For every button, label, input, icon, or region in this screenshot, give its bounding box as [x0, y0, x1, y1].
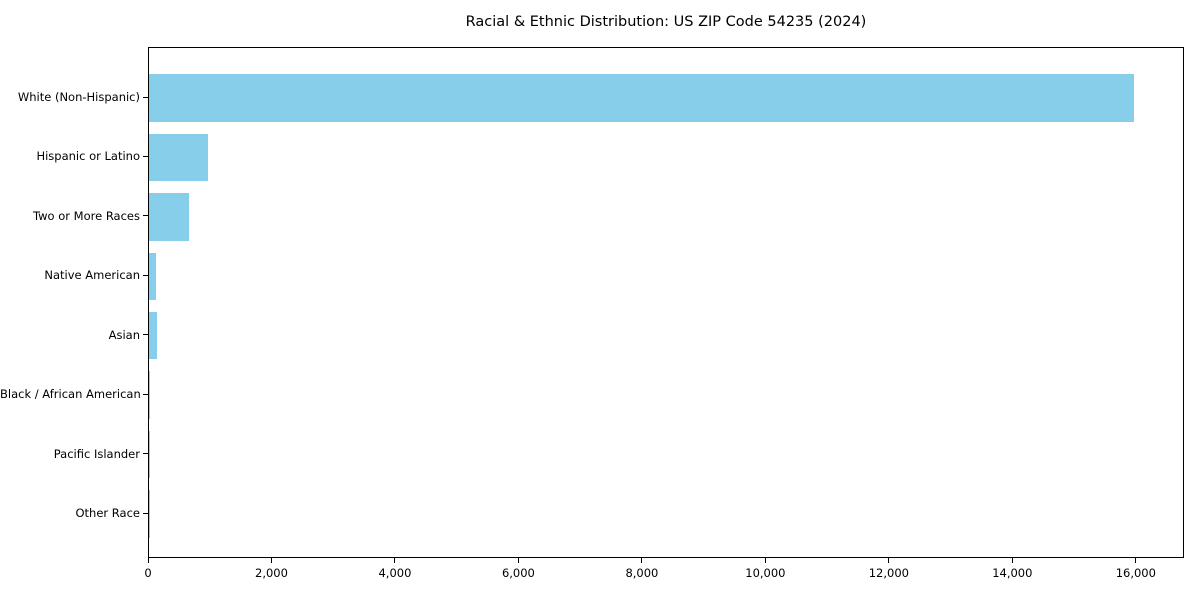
x-axis-label-2000: 2,000 — [255, 566, 288, 580]
chart-title: Racial & Ethnic Distribution: US ZIP Cod… — [465, 14, 867, 30]
x-axis-label-14000: 14,000 — [992, 566, 1033, 580]
y-tick-pacific-islander — [143, 453, 148, 455]
bar-two-or-more-races — [149, 193, 190, 241]
y-axis-label-black-african-american: Black / African American — [0, 387, 141, 402]
y-axis-label-pacific-islander: Pacific Islander — [53, 446, 140, 461]
x-axis-label-16000: 16,000 — [1115, 566, 1156, 580]
y-axis-label-two-or-more-races: Two or More Races — [33, 208, 140, 223]
x-tick-6000 — [517, 558, 519, 563]
x-tick-12000 — [888, 558, 890, 563]
x-tick-8000 — [641, 558, 643, 563]
bar-asian — [149, 311, 158, 360]
x-tick-14000 — [1011, 558, 1013, 563]
x-axis-label-10000: 10,000 — [745, 566, 786, 580]
x-axis-label-8000: 8,000 — [625, 566, 659, 580]
y-tick-other-race — [143, 512, 148, 514]
x-tick-2000 — [270, 558, 272, 563]
bar-native-american — [149, 252, 157, 301]
plot-area — [148, 47, 1184, 558]
x-axis-label-4000: 4,000 — [378, 566, 412, 580]
x-tick-16000 — [1135, 558, 1137, 563]
y-tick-black-african-american — [143, 393, 148, 395]
x-axis-label-12000: 12,000 — [868, 566, 909, 580]
y-axis-label-white-non-hispanic: White (Non-Hispanic) — [17, 90, 140, 104]
y-tick-asian — [143, 334, 148, 336]
bar-hispanic-or-latino — [149, 133, 208, 182]
x-tick-0 — [147, 558, 149, 563]
x-tick-4000 — [394, 558, 396, 563]
y-tick-two-or-more-races — [143, 215, 148, 217]
y-tick-hispanic-or-latino — [143, 155, 148, 157]
y-axis-label-native-american: Native American — [44, 268, 140, 283]
y-axis-label-asian: Asian — [108, 327, 140, 342]
y-tick-native-american — [143, 274, 148, 276]
y-axis-label-hispanic-or-latino: Hispanic or Latino — [36, 149, 140, 164]
x-axis-label-6000: 6,000 — [501, 566, 535, 580]
y-axis-label-other-race: Other Race — [75, 506, 141, 520]
bar-white-non-hispanic — [149, 74, 1134, 122]
x-tick-10000 — [764, 558, 766, 563]
bar-black-african-american — [149, 371, 150, 419]
x-axis-label-0: 0 — [144, 566, 152, 580]
bar-other-race — [149, 490, 150, 538]
y-tick-white-non-hispanic — [143, 96, 148, 98]
